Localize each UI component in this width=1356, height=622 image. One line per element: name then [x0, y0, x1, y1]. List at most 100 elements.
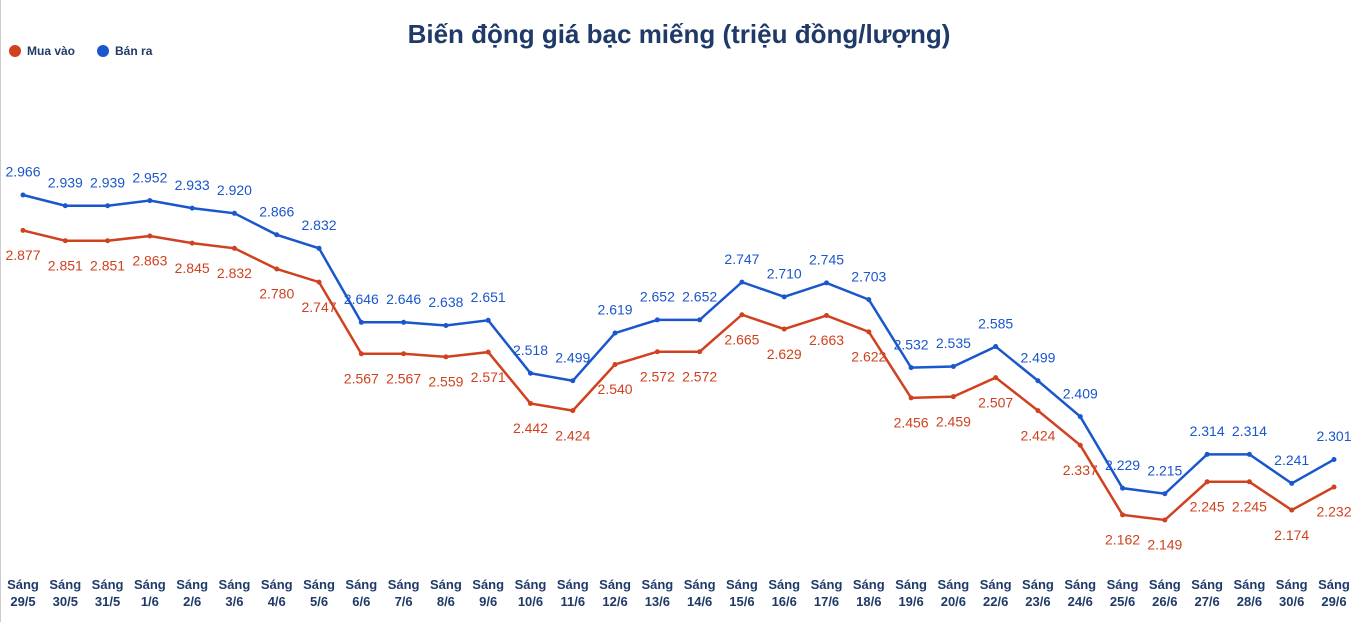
data-label: 2.567 [344, 370, 379, 386]
data-point [1204, 451, 1210, 457]
data-point [231, 210, 237, 216]
data-point [443, 322, 449, 328]
x-tick-label: Sáng 28/6 [1233, 577, 1266, 609]
data-point [147, 198, 153, 204]
data-point [1331, 457, 1337, 463]
data-point [908, 395, 914, 401]
data-point [1120, 512, 1126, 518]
data-label: 2.780 [259, 286, 294, 302]
data-label: 2.535 [936, 335, 971, 351]
data-point [1246, 451, 1252, 457]
data-label: 2.232 [1316, 504, 1351, 520]
x-tick-label: Sáng 24/6 [1064, 577, 1097, 609]
x-tick-label: Sáng 30/6 [1275, 577, 1308, 609]
data-label: 2.652 [682, 289, 717, 305]
data-point [1162, 517, 1168, 523]
data-label: 2.424 [555, 427, 590, 443]
data-label: 2.540 [598, 381, 633, 397]
x-tick-label: Sáng 2/6 [176, 577, 209, 609]
data-point [485, 317, 491, 323]
data-point [908, 365, 914, 371]
x-tick-label: Sáng 9/6 [472, 577, 505, 609]
data-point [950, 394, 956, 400]
data-point [527, 400, 533, 406]
chart-title: Biến động giá bạc miếng (triệu đồng/lượn… [408, 19, 951, 49]
data-label: 2.215 [1147, 462, 1182, 478]
data-label: 2.939 [90, 174, 125, 190]
data-point [950, 363, 956, 369]
data-point [20, 227, 26, 233]
data-point [316, 245, 322, 251]
data-label: 2.499 [555, 349, 590, 365]
data-label: 2.337 [1063, 462, 1098, 478]
data-label: 2.499 [1020, 349, 1055, 365]
data-point [62, 203, 68, 209]
legend-label: Bán ra [115, 44, 153, 58]
data-point [697, 349, 703, 355]
data-point [485, 349, 491, 355]
x-tick-label: Sáng 27/6 [1191, 577, 1224, 609]
data-point [1120, 485, 1126, 491]
data-point [105, 203, 111, 209]
x-tick-label: Sáng 29/6 [1318, 577, 1350, 609]
data-label: 2.442 [513, 420, 548, 436]
data-point [824, 313, 830, 319]
data-point [1162, 491, 1168, 497]
data-label: 2.456 [894, 415, 929, 431]
data-point [1204, 479, 1210, 485]
x-tick-label: Sáng 14/6 [683, 577, 716, 609]
x-tick-label: Sáng 3/6 [218, 577, 251, 609]
data-point [866, 297, 872, 303]
x-tick-label: Sáng 7/6 [387, 577, 420, 609]
x-tick-label: Sáng 30/5 [49, 577, 82, 609]
data-point [824, 280, 830, 286]
data-label: 2.314 [1232, 423, 1267, 439]
x-tick-label: Sáng 31/5 [91, 577, 124, 609]
legend-marker [97, 45, 110, 57]
data-label: 2.622 [851, 349, 886, 365]
data-label: 2.646 [344, 291, 379, 307]
data-point [401, 351, 407, 357]
data-label: 2.638 [428, 294, 463, 310]
data-label: 2.745 [809, 252, 844, 268]
data-point [993, 375, 999, 381]
legend-label: Mua vào [27, 44, 75, 58]
data-label: 2.920 [217, 182, 252, 198]
data-point [1289, 480, 1295, 486]
x-tick-label: Sáng 20/6 [937, 577, 970, 609]
data-label: 2.559 [428, 374, 463, 390]
data-label: 2.572 [640, 368, 675, 384]
data-label: 2.229 [1105, 457, 1140, 473]
x-tick-label: Sáng 22/6 [979, 577, 1012, 609]
data-point [697, 317, 703, 323]
data-label: 2.866 [259, 203, 294, 219]
data-point [570, 378, 576, 384]
data-point [781, 294, 787, 300]
data-label: 2.952 [132, 169, 167, 185]
x-tick-label: Sáng 8/6 [429, 577, 462, 609]
x-tick-label: Sáng 6/6 [345, 577, 378, 609]
data-label: 2.832 [302, 217, 337, 233]
data-point [781, 326, 787, 332]
x-tick-label: Sáng 12/6 [599, 577, 631, 609]
data-label: 2.409 [1063, 385, 1098, 401]
data-label: 2.710 [767, 266, 802, 282]
data-point [1331, 484, 1337, 490]
data-label: 2.314 [1190, 423, 1225, 439]
data-point [1289, 507, 1295, 513]
data-point [316, 279, 322, 285]
data-label: 2.572 [682, 368, 717, 384]
data-label: 2.518 [513, 342, 548, 358]
data-label: 2.149 [1147, 537, 1182, 553]
data-point [654, 349, 660, 355]
data-point [1077, 414, 1083, 420]
data-label: 2.245 [1232, 499, 1267, 515]
data-point [1077, 442, 1083, 448]
data-point [358, 319, 364, 325]
data-point [1246, 479, 1252, 485]
data-label: 2.665 [724, 331, 759, 347]
x-tick-label: Sáng 11/6 [556, 577, 589, 609]
data-label: 2.652 [640, 289, 675, 305]
data-label: 2.933 [175, 177, 210, 193]
